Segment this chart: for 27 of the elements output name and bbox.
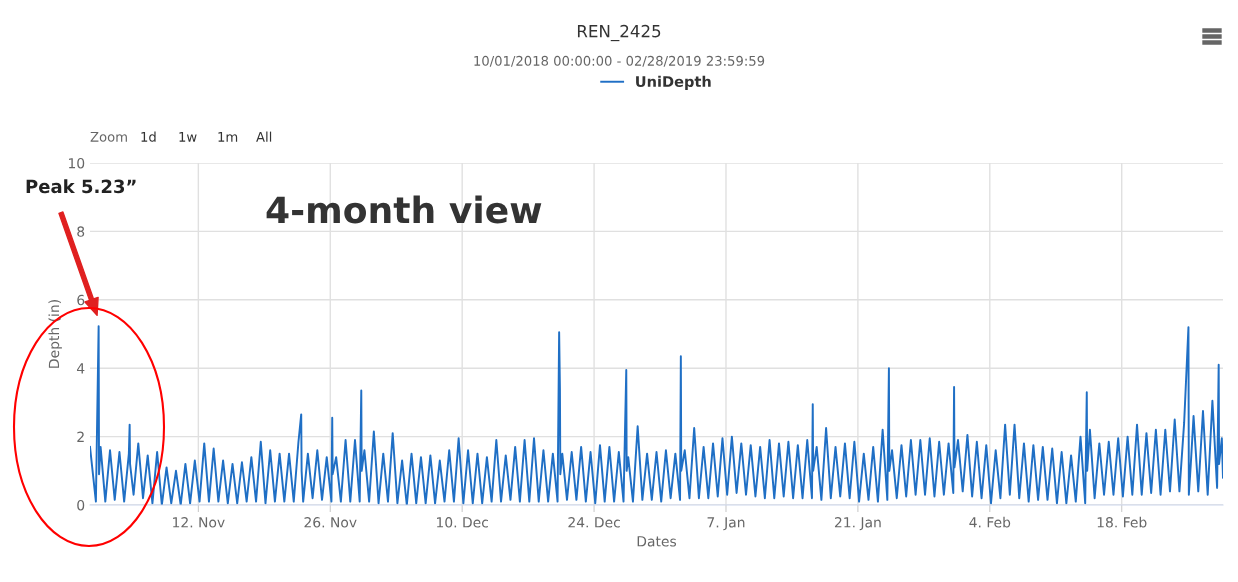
- y-tick-label: 2: [77, 431, 84, 442]
- legend-label: UniDepth: [636, 75, 711, 90]
- chart-title: REN_2425: [577, 24, 661, 42]
- x-tick-label: 12. Nov: [173, 517, 225, 528]
- x-tick-label: 26. Nov: [304, 517, 357, 528]
- x-tick-label: 18. Feb: [1097, 516, 1147, 528]
- y-tick-label: 8: [77, 226, 85, 237]
- y-tick-label: 6: [77, 294, 85, 306]
- x-tick-label: 10. Dec: [437, 517, 488, 528]
- y-tick-label: 10: [68, 157, 85, 169]
- text: 1w: [179, 132, 197, 142]
- annotation: Peak 5.23”: [26, 179, 136, 194]
- line-series: [90, 325, 1223, 505]
- x-tick-label: 24. Dec: [568, 517, 620, 528]
- chart-subtitle: 10/01/2018 00:00:00 - 02/28/2019 23:59:59: [474, 55, 765, 67]
- text: 1m: [218, 132, 238, 142]
- text: All: [256, 131, 272, 142]
- y-tick-label: 0: [77, 499, 85, 511]
- text: Zoom: [90, 132, 127, 142]
- x-tick-label: 21. Jan: [834, 517, 881, 531]
- y-axis-title: Depth (in): [48, 300, 62, 368]
- text: 1d: [141, 131, 156, 142]
- x-axis-title: Dates: [637, 536, 677, 547]
- y-tick-label: 4: [76, 363, 85, 374]
- x-tick-label: 4. Feb: [969, 516, 1011, 528]
- annotation: 4-month view: [266, 195, 542, 224]
- x-tick-label: 7. Jan: [707, 517, 745, 531]
